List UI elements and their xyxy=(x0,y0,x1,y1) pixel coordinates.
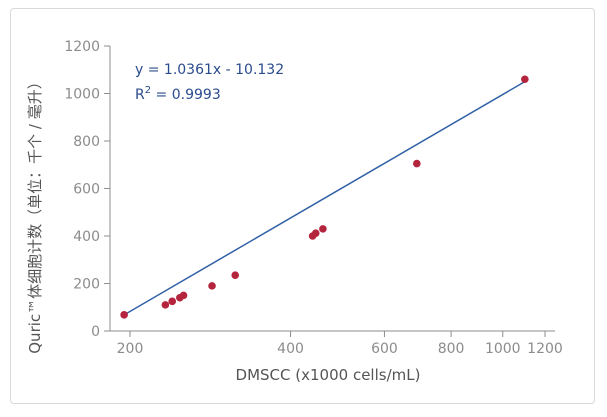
data-point xyxy=(413,159,421,168)
y-tick-label: 0 xyxy=(91,324,100,340)
data-points xyxy=(120,75,529,319)
x-tick-label: 600 xyxy=(371,341,398,357)
y-tick-label: 800 xyxy=(73,134,100,150)
data-point xyxy=(521,75,529,84)
r-squared-label: R2 = 0.9993 xyxy=(135,85,221,103)
data-point xyxy=(168,297,177,306)
y-ticks: 0 200 400 600 800 1000 1200 xyxy=(64,39,110,340)
chart-frame xyxy=(10,8,595,404)
y-tick-label: 1000 xyxy=(64,87,100,103)
x-tick-label: 800 xyxy=(438,341,465,357)
x-tick-label: 1000 xyxy=(485,341,521,357)
x-tick-label: 400 xyxy=(277,341,304,357)
x-tick-label: 1200 xyxy=(527,341,563,357)
data-point xyxy=(208,282,216,290)
y-axis-title: Quric™体细胞计数（单位：千个 / 毫升） xyxy=(26,74,44,354)
y-tick-label: 400 xyxy=(73,229,100,245)
x-ticks: 200 400 600 800 1000 1200 xyxy=(117,331,563,357)
y-tick-label: 200 xyxy=(73,277,100,293)
data-point xyxy=(179,291,188,300)
data-point xyxy=(120,311,128,319)
x-axis-title: DMSCC (x1000 cells/mL) xyxy=(236,366,421,384)
data-point xyxy=(319,225,327,233)
data-point xyxy=(311,229,320,237)
trendline xyxy=(123,80,526,316)
x-tick-label: 200 xyxy=(117,341,144,357)
data-point xyxy=(231,271,240,279)
y-tick-label: 600 xyxy=(73,182,100,198)
data-point xyxy=(161,301,170,309)
y-tick-label: 1200 xyxy=(64,39,100,55)
equation-label: y = 1.0361x - 10.132 xyxy=(135,62,284,78)
